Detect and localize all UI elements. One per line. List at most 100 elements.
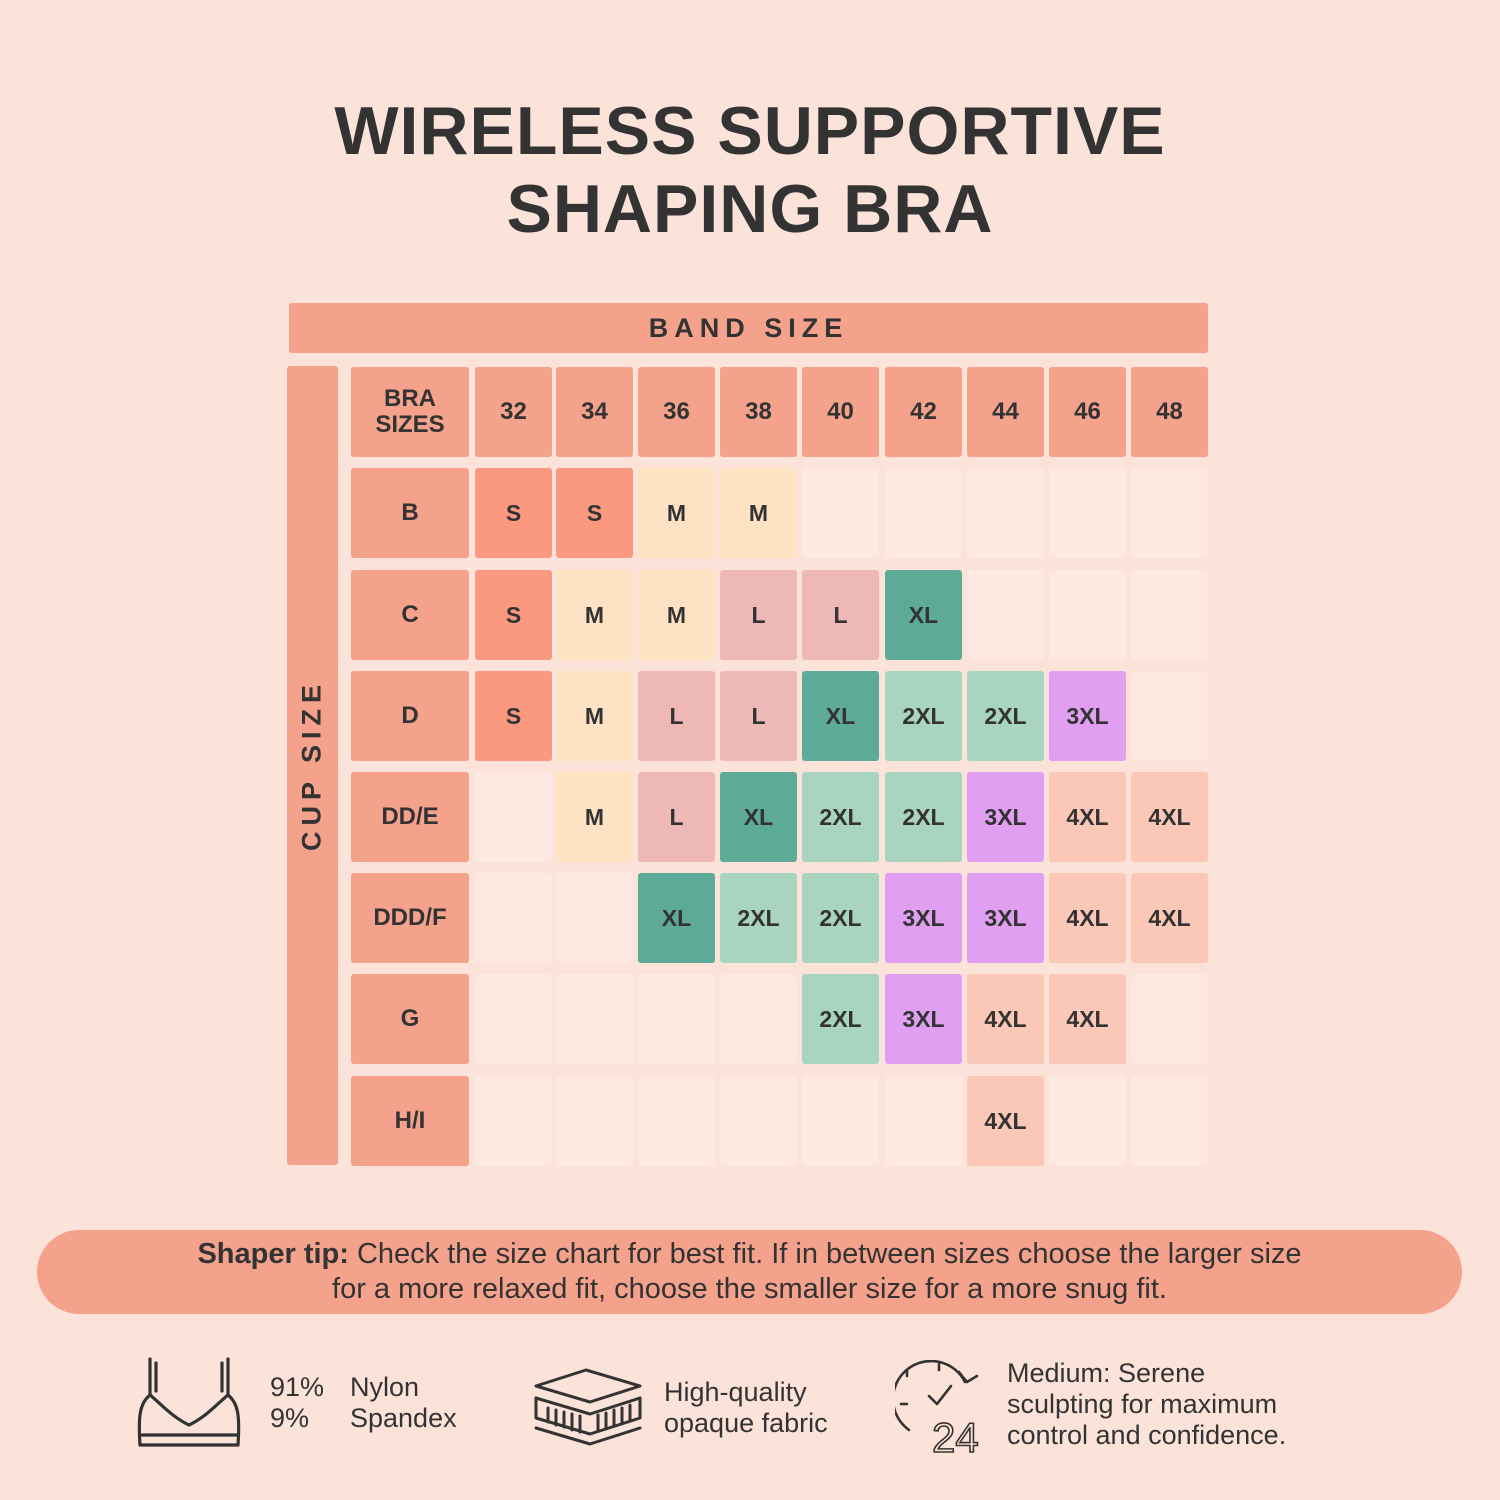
empty-cell: [885, 1076, 962, 1166]
cup-header: DDD/F: [351, 873, 469, 963]
size-cell: L: [720, 671, 797, 761]
shaper-tip-label: Shaper tip:: [197, 1238, 349, 1270]
material-pct-2: 9%: [270, 1403, 310, 1433]
size-cell: L: [638, 772, 715, 862]
title-line-1: WIRELESS SUPPORTIVE: [334, 93, 1166, 169]
size-cell: M: [720, 468, 797, 558]
feature-compression: 24 Medium: Serene sculpting for maximum …: [895, 1357, 1287, 1456]
material-pct-1: 91%: [270, 1372, 325, 1402]
empty-cell: [1131, 671, 1208, 761]
empty-cell: [475, 873, 552, 963]
size-cell: XL: [802, 671, 879, 761]
cup-header: G: [351, 974, 469, 1064]
size-cell: XL: [885, 570, 962, 660]
size-cell: 2XL: [885, 772, 962, 862]
empty-cell: [1131, 1076, 1208, 1166]
bra-sizes-header: BRA SIZES: [351, 367, 469, 457]
band-header-38: 38: [720, 367, 797, 457]
size-cell: L: [802, 570, 879, 660]
band-header-36: 36: [638, 367, 715, 457]
size-cell: M: [638, 570, 715, 660]
size-cell: 4XL: [1049, 772, 1126, 862]
size-cell: M: [638, 468, 715, 558]
size-cell: 4XL: [967, 974, 1044, 1064]
material-name-2: Spandex: [350, 1403, 457, 1433]
empty-cell: [967, 468, 1044, 558]
size-cell: XL: [638, 873, 715, 963]
band-header-40: 40: [802, 367, 879, 457]
empty-cell: [556, 974, 633, 1064]
cup-header: D: [351, 671, 469, 761]
compression-line-1: Medium: Serene: [1007, 1357, 1206, 1388]
feature-material: 91% Nylon 9% Spandex: [136, 1355, 457, 1451]
empty-cell: [1131, 570, 1208, 660]
cup-header: DD/E: [351, 772, 469, 862]
compression-line-3: control and confidence.: [1007, 1419, 1287, 1450]
title-line-2: SHAPING BRA: [506, 171, 994, 247]
size-cell: S: [475, 671, 552, 761]
empty-cell: [720, 1076, 797, 1166]
empty-cell: [1049, 570, 1126, 660]
size-cell: 3XL: [885, 873, 962, 963]
empty-cell: [720, 974, 797, 1064]
empty-cell: [1131, 974, 1208, 1064]
size-cell: 3XL: [967, 873, 1044, 963]
empty-cell: [638, 974, 715, 1064]
size-cell: 2XL: [967, 671, 1044, 761]
size-cell: S: [475, 468, 552, 558]
band-header-46: 46: [1049, 367, 1126, 457]
24-hour-clock-icon: 24: [895, 1360, 980, 1456]
size-cell: 4XL: [1131, 772, 1208, 862]
cup-size-label: CUP SIZE: [296, 678, 327, 852]
compression-line-2: sculpting for maximum: [1007, 1388, 1278, 1419]
cup-header: H/I: [351, 1076, 469, 1166]
empty-cell: [475, 1076, 552, 1166]
cup-size-header: [287, 366, 338, 1165]
size-cell: M: [556, 671, 633, 761]
empty-cell: [885, 468, 962, 558]
size-cell: 4XL: [1049, 873, 1126, 963]
size-cell: 4XL: [967, 1076, 1044, 1166]
empty-cell: [1049, 1076, 1126, 1166]
empty-cell: [967, 570, 1044, 660]
material-name-1: Nylon: [350, 1372, 420, 1402]
page-title: WIRELESS SUPPORTIVE SHAPING BRA: [0, 92, 1500, 248]
band-header-48: 48: [1131, 367, 1208, 457]
fabric-layers-icon: [534, 1368, 642, 1446]
band-header-44: 44: [967, 367, 1044, 457]
band-header-42: 42: [885, 367, 962, 457]
feature-fabric: High-quality opaque fabric: [530, 1368, 828, 1448]
cup-header: B: [351, 468, 469, 558]
empty-cell: [556, 1076, 633, 1166]
size-cell: 2XL: [802, 974, 879, 1064]
size-cell: 2XL: [885, 671, 962, 761]
size-cell: 3XL: [1049, 671, 1126, 761]
size-cell: 2XL: [720, 873, 797, 963]
size-cell: 4XL: [1049, 974, 1126, 1064]
bra-sizes-line-1: BRA: [383, 385, 436, 412]
cup-header: C: [351, 570, 469, 660]
fabric-line-2: opaque fabric: [664, 1408, 828, 1438]
band-size-header: BAND SIZE: [289, 303, 1208, 353]
size-cell: M: [556, 772, 633, 862]
size-cell: S: [556, 468, 633, 558]
empty-cell: [475, 974, 552, 1064]
size-cell: 3XL: [967, 772, 1044, 862]
size-cell: XL: [720, 772, 797, 862]
fabric-line-1: High-quality: [664, 1377, 807, 1407]
bra-icon: [137, 1357, 241, 1447]
empty-cell: [638, 1076, 715, 1166]
shaper-tip-line-2: for a more relaxed fit, choose the small…: [332, 1273, 1167, 1305]
size-cell: S: [475, 570, 552, 660]
empty-cell: [802, 1076, 879, 1166]
size-cell: L: [638, 671, 715, 761]
band-header-32: 32: [475, 367, 552, 457]
band-size-label: BAND SIZE: [648, 312, 849, 343]
empty-cell: [556, 873, 633, 963]
empty-cell: [1131, 468, 1208, 558]
bra-sizes-line-2: SIZES: [375, 411, 445, 438]
shaper-tip-banner: Shaper tip: Check the size chart for bes…: [37, 1230, 1462, 1314]
size-cell: 2XL: [802, 873, 879, 963]
empty-cell: [1049, 468, 1126, 558]
size-cell: M: [556, 570, 633, 660]
